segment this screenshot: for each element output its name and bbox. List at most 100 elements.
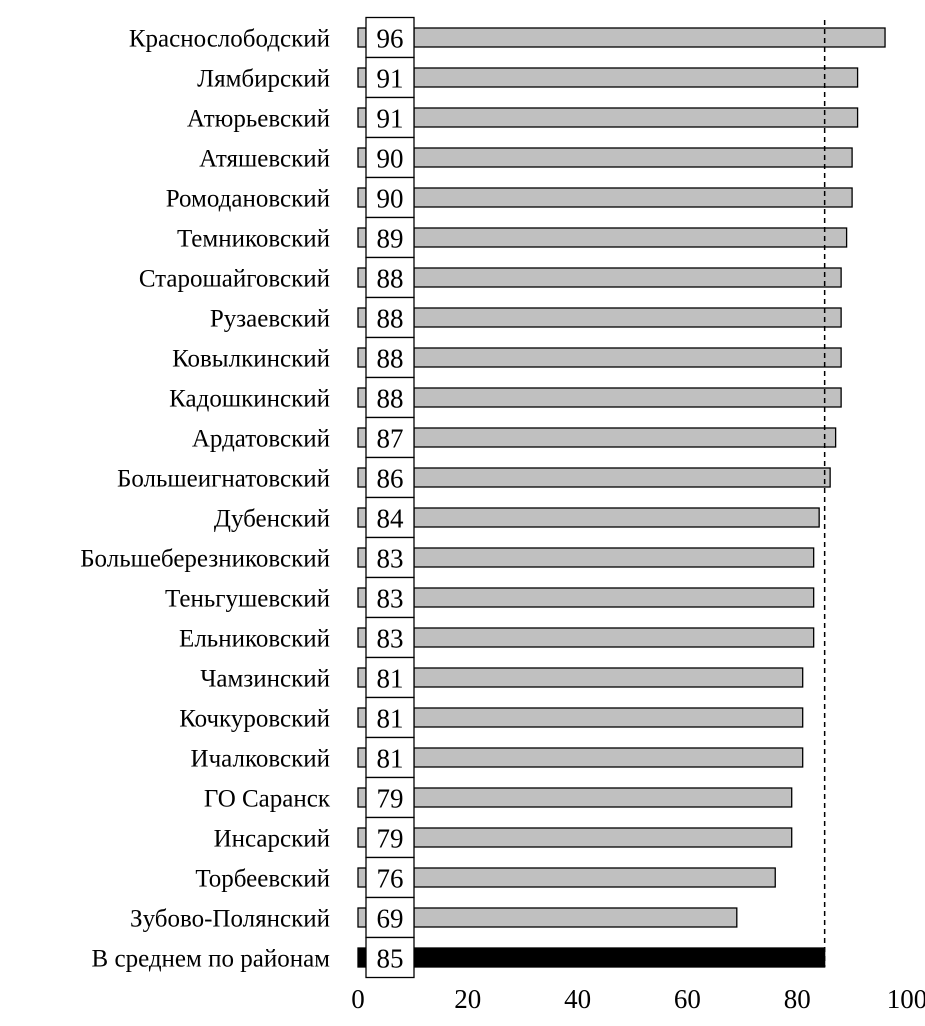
- value-box: [365, 376, 415, 419]
- category-label: Инсарский: [214, 826, 330, 853]
- bar-stub: [357, 467, 367, 488]
- value-label: 89: [377, 224, 404, 254]
- category-label: В среднем по районам: [92, 946, 331, 973]
- bar-stub: [357, 907, 367, 928]
- bar: [413, 27, 886, 48]
- category-labels: Краснослободский Лямбирский Атюрьевский Атя…: [80, 26, 331, 973]
- bar-stub: [357, 507, 367, 528]
- bar: [413, 387, 842, 408]
- category-label: Краснослободский: [129, 26, 330, 53]
- value-box: [365, 616, 415, 659]
- value-label: 88: [377, 344, 404, 374]
- bar-stub: [357, 107, 367, 128]
- bar-stub: [357, 427, 367, 448]
- bar: [413, 867, 776, 888]
- category-label: Ковылкинский: [172, 346, 330, 373]
- value-box: [365, 816, 415, 859]
- x-tick-label: 20: [454, 984, 481, 1014]
- bar-stub: [357, 947, 367, 968]
- value-box: [365, 696, 415, 739]
- bar: [413, 187, 853, 208]
- category-label: Большеберезниковский: [80, 546, 330, 573]
- value-box: [365, 216, 415, 259]
- bar: [413, 707, 804, 728]
- bar-stub: [357, 787, 367, 808]
- value-label: 81: [377, 664, 404, 694]
- value-label: 79: [377, 784, 404, 814]
- bar-stub: [357, 147, 367, 168]
- bars-layer: [357, 27, 886, 968]
- value-label: 86: [377, 464, 404, 494]
- bar: [413, 507, 820, 528]
- bar: [413, 307, 842, 328]
- value-label: 83: [377, 544, 404, 574]
- bar-stub: [357, 267, 367, 288]
- bar-stub: [357, 67, 367, 88]
- value-box: [365, 16, 415, 59]
- category-label: Чамзинский: [200, 666, 330, 693]
- bar-stub: [357, 187, 367, 208]
- bar-stub: [357, 627, 367, 648]
- value-label: 69: [377, 904, 404, 934]
- category-label: Ромодановский: [166, 186, 330, 213]
- value-box: [365, 136, 415, 179]
- value-labels: 96 91 91 90 90 89 88 88 88 88 87 86 84 83 83 83 81 81 81 79…: [365, 16, 415, 979]
- value-box: [365, 536, 415, 579]
- category-label: Дубенский: [214, 506, 330, 533]
- value-label: 90: [377, 184, 404, 214]
- bar: [413, 547, 815, 568]
- value-label: 81: [377, 704, 404, 734]
- bar: [413, 427, 837, 448]
- category-label: Ардатовский: [192, 426, 330, 453]
- bar: [413, 467, 831, 488]
- bar: [413, 747, 804, 768]
- value-label: 88: [377, 304, 404, 334]
- bar-stub: [357, 27, 367, 48]
- bar: [413, 787, 793, 808]
- value-label: 88: [377, 384, 404, 414]
- bar-stub: [357, 667, 367, 688]
- category-label: Большеигнатовский: [117, 466, 330, 493]
- category-label: Ичалковский: [191, 746, 330, 773]
- bar: [413, 667, 804, 688]
- category-label: Атюрьевский: [187, 106, 330, 133]
- value-box: [365, 296, 415, 339]
- bar: [413, 627, 815, 648]
- value-label: 87: [377, 424, 404, 454]
- bar-stub: [357, 307, 367, 328]
- value-box: [365, 56, 415, 99]
- value-label: 88: [377, 264, 404, 294]
- category-label: ГО Саранск: [204, 786, 331, 813]
- value-box: [365, 456, 415, 499]
- value-box: [365, 416, 415, 459]
- bar: [413, 347, 842, 368]
- value-box: [365, 656, 415, 699]
- value-label: 84: [377, 504, 405, 534]
- bar-stub: [357, 827, 367, 848]
- value-box: [365, 896, 415, 939]
- value-label: 96: [377, 24, 404, 54]
- category-label: Кочкуровский: [179, 706, 330, 733]
- category-label: Лямбирский: [197, 66, 330, 93]
- bar: [413, 827, 793, 848]
- value-box: [365, 936, 415, 979]
- x-axis-ticks: 0 20 40 60 80 100: [351, 984, 925, 1014]
- bar: [413, 107, 859, 128]
- value-box: [365, 856, 415, 899]
- value-label: 83: [377, 584, 404, 614]
- value-label: 81: [377, 744, 404, 774]
- value-label: 83: [377, 624, 404, 654]
- bar: [413, 907, 738, 928]
- category-label: Теньгушевский: [165, 586, 330, 613]
- bar-stub: [357, 867, 367, 888]
- value-box: [365, 736, 415, 779]
- x-tick-label: 0: [351, 984, 365, 1014]
- bar-stub: [357, 747, 367, 768]
- bar-stub: [357, 547, 367, 568]
- bar: [413, 227, 848, 248]
- bar-stub: [357, 707, 367, 728]
- value-label: 85: [377, 944, 404, 974]
- value-label: 79: [377, 824, 404, 854]
- category-label: Торбеевский: [195, 866, 330, 893]
